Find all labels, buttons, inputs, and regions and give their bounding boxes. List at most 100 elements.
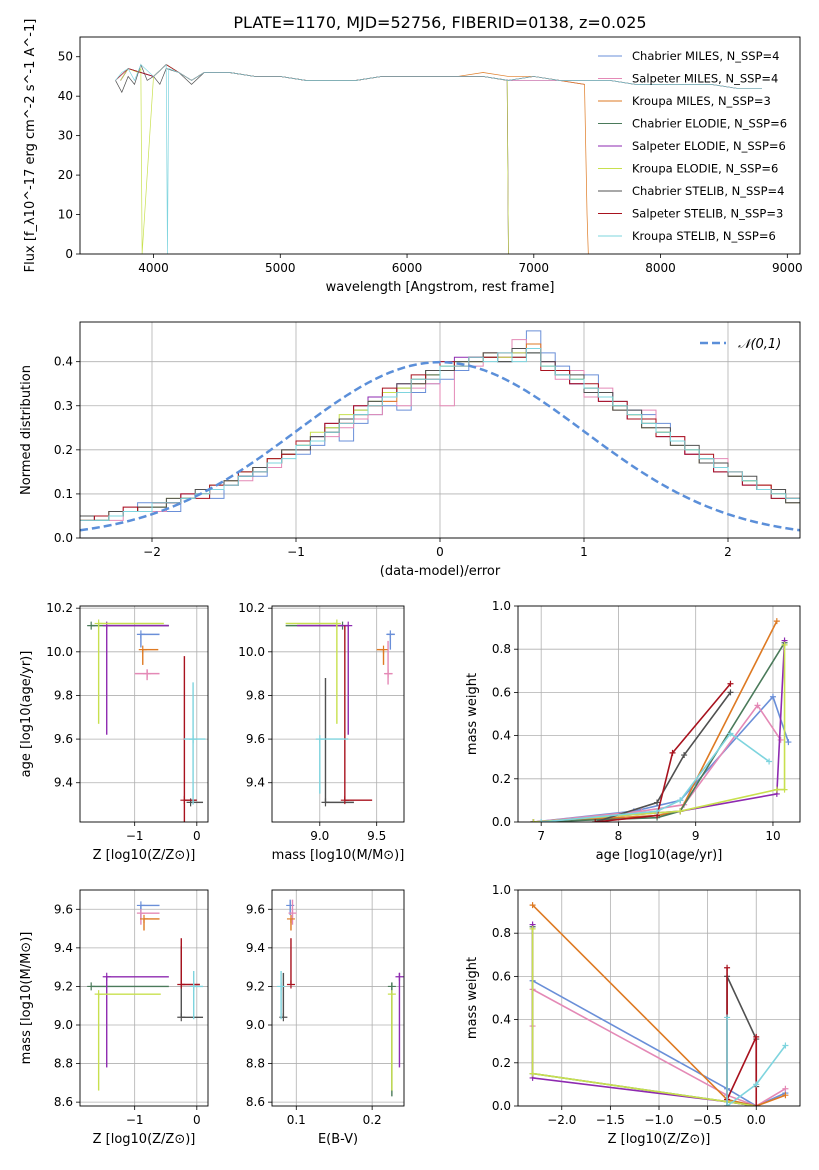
y-tick-label: 50 (58, 50, 73, 64)
y-tick-label: 10.2 (238, 601, 265, 615)
legend-label-5: Kroupa ELODIE, N_SSP=6 (632, 162, 778, 176)
legend-label-gaussian: 𝒩(0,1) (738, 337, 781, 352)
errorbar-center-5 (94, 619, 103, 628)
x-tick-label: −0.5 (693, 1113, 722, 1127)
y-axis-label: mass [log10(M/M⊙)] (19, 932, 34, 1065)
y-tick-label: 0.2 (54, 443, 73, 457)
errorbar-center-0 (386, 630, 395, 639)
errorbar-center-5 (387, 990, 396, 999)
data-point-5 (530, 819, 537, 822)
x-axis-label: Z [log10(Z/Z⊙)] (93, 848, 196, 863)
plot-area-spectrum (115, 63, 762, 254)
errorbar-center-7 (286, 980, 295, 989)
series-line-0 (120, 64, 585, 85)
y-tick-label: 9.6 (246, 732, 265, 746)
series-line-5 (533, 644, 786, 822)
data-point-2 (782, 1092, 789, 1099)
panel-age_vs_Z: −1 0 9.4 9.6 9.8 10.0 10.2 Z [log10(Z/Z⊙)] age [… (19, 601, 209, 863)
y-axis-label: mass weight (465, 957, 480, 1039)
y-tick-label: 1.0 (492, 883, 511, 897)
panel-residuals: −2 −1 0 1 2 0.0 0.1 0.2 0.3 0.4 (data-model)/error… (19, 321, 801, 579)
y-axis-label: age [log10(age/yr)] (19, 651, 34, 778)
y-tick-label: 40 (58, 89, 73, 103)
y-tick-label: 8.8 (54, 1057, 73, 1071)
data-point-2 (529, 902, 536, 909)
errorbar-center-0 (136, 630, 145, 639)
legend-label-7: Salpeter STELIB, N_SSP=3 (632, 207, 783, 221)
x-tick-label: −1.0 (644, 1113, 673, 1127)
x-tick-label: 9000 (772, 261, 803, 275)
data-point-7 (727, 680, 734, 687)
y-tick-label: 8.8 (246, 1057, 265, 1071)
data-point-8 (753, 1081, 760, 1088)
x-tick-label: 6000 (392, 261, 423, 275)
y-tick-label: 0.2 (492, 1056, 511, 1070)
plot-area-age_vs_Z (87, 619, 206, 822)
data-point-1 (754, 702, 761, 709)
x-tick-label: 4000 (138, 261, 169, 275)
x-tick-label: 8000 (645, 261, 676, 275)
y-tick-label: 0.6 (492, 685, 511, 699)
x-axis-label: E(B-V) (318, 1132, 358, 1147)
y-tick-label: 20 (58, 168, 73, 182)
errorbar-center-2 (138, 645, 147, 654)
errorbar-center-2 (379, 645, 388, 654)
x-axis-label: wavelength [Angstrom, rest frame] (326, 280, 555, 295)
series-line-3 (533, 642, 786, 822)
axes-frame (271, 605, 405, 823)
x-tick-label: 0.2 (363, 1113, 382, 1127)
figure-title: PLATE=1170, MJD=52756, FIBERID=0138, z=0… (233, 13, 646, 32)
y-tick-label: 9.0 (54, 1018, 73, 1032)
y-tick-label: 0 (65, 247, 73, 261)
series-line-4 (120, 64, 509, 254)
y-axis-label: mass weight (465, 673, 480, 755)
x-axis-label: mass [log10(M/M⊙)] (272, 848, 405, 863)
histogram-step-8 (80, 347, 800, 521)
series-line-2 (533, 620, 778, 822)
series-line-4 (533, 640, 786, 822)
data-point-8 (766, 758, 773, 765)
y-tick-label: 9.4 (246, 941, 265, 955)
x-tick-label: 0 (193, 1113, 201, 1127)
x-tick-label: 7 (537, 829, 545, 843)
x-tick-label: 9.0 (310, 829, 329, 843)
plot-area-mass_weight_vs_Z (529, 902, 789, 1106)
y-tick-label: 9.4 (54, 941, 73, 955)
x-tick-label: −2.0 (547, 1113, 576, 1127)
panel-mass_weight_vs_age: 7 8 9 10 0.0 0.2 0.4 0.6 0.8 1.0 age [log10(age/yr… (465, 599, 801, 863)
y-tick-label: 0.0 (54, 531, 73, 545)
data-point-7 (753, 1033, 760, 1040)
series-line-7 (595, 683, 732, 822)
legend-label-1: Salpeter MILES, N_SSP=4 (632, 72, 778, 86)
histogram-step-6 (80, 347, 800, 521)
plot-area-mass_vs_ebv (277, 899, 404, 1097)
axes-frame (517, 605, 801, 823)
series-line-1 (120, 64, 585, 85)
x-axis-label: (data-model)/error (380, 564, 501, 579)
y-tick-label: 0.0 (492, 815, 511, 829)
plot-area-age_vs_mass (285, 619, 395, 807)
y-tick-label: 8.6 (54, 1095, 73, 1109)
errorbar-center-8 (315, 735, 324, 744)
data-point-6 (727, 689, 734, 696)
legend-label-6: Chabrier STELIB, N_SSP=4 (632, 184, 784, 198)
panel-mass_vs_ebv: 0.1 0.2 8.6 8.8 9.0 9.2 9.4 9.6 E(B-V) (246, 889, 405, 1147)
y-tick-label: 0.2 (492, 772, 511, 786)
x-tick-label: 2 (724, 545, 732, 559)
errorbar-center-2 (140, 914, 148, 923)
x-tick-label: −1 (126, 829, 144, 843)
y-tick-label: 30 (58, 129, 73, 143)
data-point-5 (677, 808, 684, 815)
panel-mass_vs_Z: −1 0 8.6 8.8 9.0 9.2 9.4 9.6 Z [log10(Z/Z⊙)] mass… (19, 889, 209, 1147)
y-axis-label: Flux [f_λ10^-17 erg cm^-2 s^-1 A^-1] (23, 19, 38, 273)
errorbar-center-8 (277, 982, 286, 991)
x-axis-label: Z [log10(Z/Z⊙)] (93, 1132, 196, 1147)
series-line-2 (532, 904, 786, 1106)
series-line-5 (120, 64, 509, 254)
y-tick-label: 8.6 (246, 1095, 265, 1109)
y-axis-label: Normed distribution (19, 365, 34, 495)
errorbar-center-8 (189, 982, 198, 991)
errorbar-center-1 (384, 669, 393, 678)
data-point-5 (781, 641, 788, 648)
